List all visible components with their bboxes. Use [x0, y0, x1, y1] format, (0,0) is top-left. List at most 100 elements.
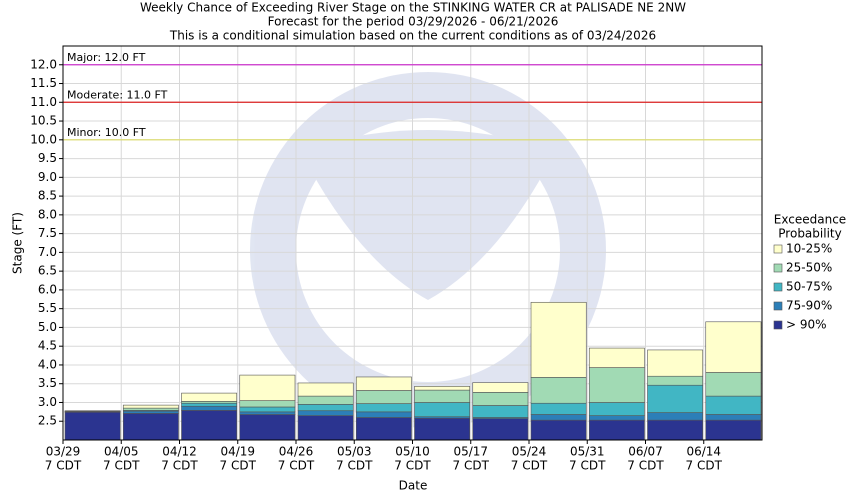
bar-segment: [472, 392, 529, 406]
y-tick-label: 6.5: [38, 264, 57, 278]
title-line: This is a conditional simulation based o…: [169, 29, 656, 43]
x-tick-label: 04/19: [220, 445, 255, 459]
y-tick-label: 5.5: [38, 301, 57, 315]
y-tick-label: 8.5: [38, 189, 57, 203]
bar-segment: [297, 404, 354, 412]
bar-segment: [355, 417, 412, 441]
x-tick-sublabel: 7 CDT: [453, 459, 490, 473]
bar-segment: [588, 347, 645, 368]
bar-segment: [122, 407, 179, 411]
bar-segment: [530, 402, 587, 415]
title-line: Forecast for the period 03/29/2026 - 06/…: [268, 15, 559, 29]
bar-segment: [181, 392, 238, 402]
legend-swatch: [773, 301, 783, 311]
x-tick-sublabel: 7 CDT: [627, 459, 664, 473]
bar-segment: [414, 389, 471, 403]
bar-segment: [414, 386, 471, 391]
x-tick-label: 05/24: [512, 445, 547, 459]
y-tick-label: 4.5: [38, 339, 57, 353]
bar-segment: [647, 349, 704, 377]
bar-segment: [588, 419, 645, 441]
legend-title: Probability: [778, 227, 841, 241]
bar-segment: [122, 410, 179, 414]
threshold-label: Minor: 10.0 FT: [67, 126, 146, 139]
x-tick-sublabel: 7 CDT: [511, 459, 548, 473]
threshold-label: Moderate: 11.0 FT: [67, 88, 168, 101]
bar-segment: [181, 410, 238, 441]
watermark-inner: [296, 118, 560, 382]
y-tick-label: 11.0: [30, 95, 57, 109]
legend-label: > 90%: [786, 318, 827, 332]
y-tick-label: 3.5: [38, 376, 57, 390]
y-tick-label: 4.0: [38, 357, 57, 371]
x-tick-label: 06/14: [686, 445, 721, 459]
bar-segment: [472, 382, 529, 393]
y-tick-label: 2.5: [38, 414, 57, 428]
bar-segment: [355, 403, 412, 413]
x-axis-label: Date: [399, 479, 428, 493]
bar-segment: [647, 412, 704, 421]
y-tick-label: 8.0: [38, 207, 57, 221]
y-tick-label: 9.0: [38, 170, 57, 184]
x-tick-label: 05/31: [570, 445, 605, 459]
bar-segment: [705, 419, 762, 441]
bar-segment: [588, 402, 645, 416]
bar-segment: [181, 402, 238, 407]
y-tick-label: 7.5: [38, 226, 57, 240]
x-tick-sublabel: 7 CDT: [394, 459, 431, 473]
y-tick-label: 11.5: [30, 76, 57, 90]
bar-segment: [647, 384, 704, 413]
y-tick-label: 9.5: [38, 151, 57, 165]
legend-label: 10-25%: [786, 242, 832, 256]
legend-swatch: [773, 320, 783, 330]
bar-segment: [64, 411, 121, 441]
watermark: [250, 72, 606, 428]
legend-swatch: [773, 263, 783, 273]
bar-segment: [239, 406, 296, 413]
legend-label: 75-90%: [786, 299, 832, 313]
legend-swatch: [773, 282, 783, 292]
x-tick-label: 04/12: [162, 445, 197, 459]
x-tick-label: 05/10: [395, 445, 430, 459]
bar-segment: [705, 372, 762, 397]
x-tick-label: 04/05: [104, 445, 139, 459]
x-tick-sublabel: 7 CDT: [161, 459, 198, 473]
x-tick-sublabel: 7 CDT: [220, 459, 257, 473]
y-tick-label: 10.5: [30, 114, 57, 128]
bar-segment: [472, 418, 529, 441]
bar-segment: [297, 395, 354, 405]
bar-segment: [588, 367, 645, 403]
y-tick-label: 12.0: [30, 57, 57, 71]
x-tick-label: 04/26: [279, 445, 314, 459]
plot-border: [62, 45, 763, 441]
x-tick-sublabel: 7 CDT: [569, 459, 606, 473]
bar-segment: [530, 301, 587, 378]
y-axis-label: Stage (FT): [11, 212, 25, 274]
watermark-ring: [250, 72, 606, 428]
bar-segment: [297, 415, 354, 441]
bar-segment: [530, 419, 587, 441]
y-tick-label: 3.0: [38, 395, 57, 409]
bar-segment: [122, 413, 179, 441]
bar-segment: [472, 405, 529, 418]
bar-segment: [588, 415, 645, 421]
bar-segment: [297, 410, 354, 416]
bar-segment: [647, 375, 704, 386]
bar-segment: [705, 321, 762, 373]
x-tick-sublabel: 7 CDT: [278, 459, 315, 473]
title-line: Weekly Chance of Exceeding River Stage o…: [140, 1, 686, 15]
bar-segment: [647, 419, 704, 441]
bar-segment: [239, 400, 296, 408]
bar-segment: [705, 414, 762, 421]
bar-segment: [414, 417, 471, 441]
bar-segment: [181, 405, 238, 411]
bar-segment: [414, 402, 471, 418]
bar-segment: [530, 414, 587, 421]
bar-segment: [530, 377, 587, 404]
bar-segment: [355, 376, 412, 391]
legend-label: 50-75%: [786, 280, 832, 294]
x-tick-sublabel: 7 CDT: [686, 459, 723, 473]
bar-segment: [355, 411, 412, 418]
y-tick-label: 6.0: [38, 282, 57, 296]
